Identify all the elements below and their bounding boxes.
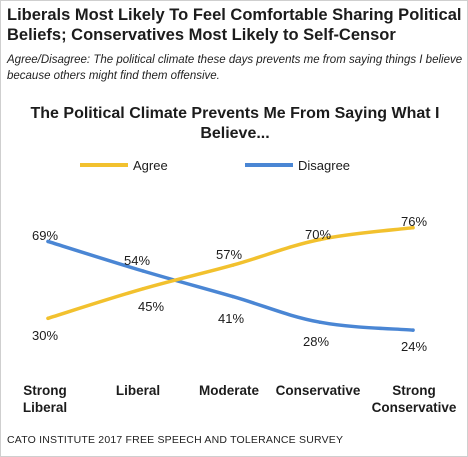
data-label-disagree-3: 41% — [218, 311, 244, 326]
data-point-disagree-5 — [411, 328, 415, 332]
data-point-agree-3 — [231, 263, 235, 267]
data-label-agree-3: 57% — [216, 247, 242, 262]
data-point-disagree-3 — [231, 294, 235, 299]
data-point-disagree-4 — [318, 320, 322, 324]
data-label-agree-5: 76% — [401, 214, 427, 229]
subtitle-text: The political climate these days prevent… — [7, 54, 463, 82]
data-label-disagree-2: 54% — [124, 253, 150, 268]
series-line-agree — [46, 225, 415, 321]
data-point-agree-1 — [46, 316, 50, 320]
data-label-disagree-4: 28% — [303, 334, 329, 349]
legend-label-agree: Agree — [133, 158, 168, 173]
data-point-agree-5 — [411, 226, 415, 230]
data-label-agree-2: 45% — [138, 299, 164, 314]
data-point-disagree-1 — [46, 239, 50, 244]
data-point-agree-4 — [318, 237, 322, 242]
x-tick-label-4: Conservative — [276, 383, 361, 398]
x-tick-label-5: Strong Conservative — [372, 383, 457, 415]
data-point-disagree-2 — [141, 269, 145, 273]
subtitle-lead: Agree/Disagree: — [7, 54, 91, 66]
data-label-agree-4: 70% — [305, 227, 331, 242]
x-tick-label-1: Strong Liberal — [23, 383, 67, 415]
data-point-agree-2 — [141, 287, 145, 291]
subtitle: Agree/Disagree: The political climate th… — [7, 52, 463, 84]
legend-label-disagree: Disagree — [298, 158, 350, 173]
data-label-agree-1: 30% — [32, 328, 58, 343]
x-tick-label-3: Moderate — [199, 383, 260, 398]
data-label-disagree-1: 69% — [32, 228, 58, 243]
data-label-disagree-5: 24% — [401, 339, 427, 354]
chart-title: The Political Climate Prevents Me From S… — [30, 105, 440, 142]
headline: Liberals Most Likely To Feel Comfortable… — [7, 6, 462, 44]
source-note: CATO INSTITUTE 2017 FREE SPEECH AND TOLE… — [7, 434, 344, 446]
x-tick-label-2: Liberal — [116, 383, 160, 398]
